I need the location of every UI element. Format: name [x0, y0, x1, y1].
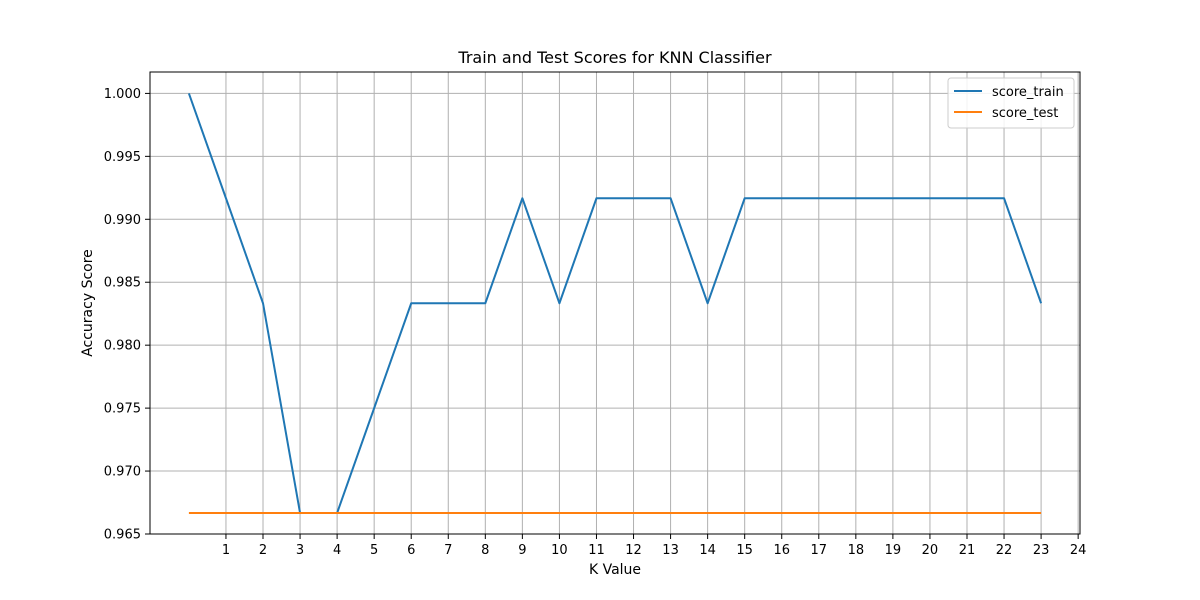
x-tick-label: 1: [222, 543, 230, 558]
x-tick-label: 19: [885, 543, 902, 558]
x-tick-label: 6: [407, 543, 415, 558]
x-tick-label: 10: [551, 543, 568, 558]
x-tick-label: 3: [296, 543, 304, 558]
x-tick-label: 13: [662, 543, 679, 558]
x-tick-label: 15: [736, 543, 753, 558]
y-axis-ticks: 0.965 0.970 0.975 0.980 0.985 0.990 0.995 1.000: [104, 87, 150, 543]
grid: [150, 72, 1080, 535]
x-tick-label: 16: [773, 543, 790, 558]
x-tick-label: 7: [444, 543, 452, 558]
x-tick-label: 14: [699, 543, 716, 558]
legend-entry: score_test: [992, 106, 1058, 121]
x-tick-label: 21: [959, 543, 976, 558]
x-tick-label: 11: [588, 543, 605, 558]
legend-entry: score_train: [992, 85, 1064, 100]
x-tick-label: 2: [259, 543, 267, 558]
legend: score_train score_test: [947, 77, 1075, 129]
series-lines: [187, 93, 1043, 514]
plot-area-frame: [149, 71, 1081, 535]
x-tick-label: 17: [811, 543, 828, 558]
x-tick-label: 8: [481, 543, 489, 558]
chart-title: Train and Test Scores for KNN Classifier: [457, 48, 772, 67]
y-tick-label: 0.970: [104, 465, 141, 480]
x-tick-label: 20: [922, 543, 939, 558]
x-tick-label: 12: [625, 543, 642, 558]
x-axis-label: K Value: [589, 562, 641, 578]
y-tick-label: 0.980: [104, 339, 141, 354]
y-tick-label: 0.975: [104, 402, 141, 417]
x-tick-label: 22: [996, 543, 1013, 558]
x-tick-label: 4: [333, 543, 341, 558]
y-tick-label: 0.985: [104, 276, 141, 291]
y-tick-label: 1.000: [104, 87, 141, 102]
y-tick-label: 0.965: [104, 528, 141, 543]
y-axis-label: Accuracy Score: [80, 249, 96, 357]
x-tick-label: 18: [848, 543, 865, 558]
x-tick-label: 24: [1070, 543, 1087, 558]
x-tick-label: 23: [1033, 543, 1050, 558]
y-tick-label: 0.990: [104, 213, 141, 228]
x-tick-label: 5: [370, 543, 378, 558]
x-axis-ticks: 1 2 3 4 5 6 7 8 9 10 11 12 13 14 15 16 17 18 19 20 21 22 23 24: [222, 534, 1087, 558]
x-tick-label: 9: [518, 543, 526, 558]
y-tick-label: 0.995: [104, 150, 141, 165]
